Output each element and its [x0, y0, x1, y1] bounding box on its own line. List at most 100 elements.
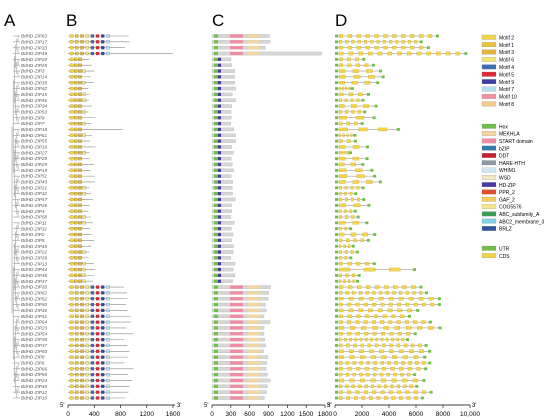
motif-block	[82, 121, 86, 126]
domain-mekhla	[248, 349, 259, 353]
cds-block	[355, 302, 360, 307]
cds-block	[366, 372, 370, 377]
utr-block	[335, 180, 338, 184]
motif-block	[85, 361, 89, 365]
motif-block	[95, 308, 100, 313]
motif-block	[106, 361, 110, 365]
cds-block	[427, 34, 433, 38]
motif-block	[95, 291, 100, 295]
motif-block	[69, 355, 74, 359]
gene-name: BdHD-ZIP14	[21, 74, 47, 79]
gene-name: BdHD-ZIP25	[21, 63, 47, 68]
motif-legend-swatch	[481, 86, 497, 92]
motif-block	[75, 396, 79, 400]
motif-block	[69, 232, 74, 237]
motif-block	[80, 390, 84, 394]
cds-block	[338, 250, 342, 254]
axis-b-tick-label: 1600	[166, 411, 181, 418]
motif-block	[101, 51, 105, 56]
domain-legend-label: MEKHLA	[499, 132, 520, 138]
cds-block	[350, 162, 357, 167]
domain-hdzip	[218, 63, 221, 67]
cds-block	[338, 267, 351, 272]
motif-block	[74, 279, 78, 283]
cds-block	[338, 92, 344, 97]
utr-block	[335, 221, 338, 225]
domain-start	[230, 367, 243, 371]
motif-block	[85, 332, 89, 336]
motif-block	[69, 98, 74, 102]
motif-block	[78, 244, 82, 248]
gene-name: BdHD-ZIP15	[21, 92, 47, 97]
utr-block	[354, 192, 358, 196]
gene-name: BdHD-ZIP32	[21, 191, 47, 196]
protein-backbone	[211, 203, 232, 208]
cds-block	[395, 40, 399, 44]
cds-block	[416, 367, 421, 371]
domain-hox	[214, 116, 218, 120]
utr-block	[335, 145, 338, 149]
cds-block	[365, 337, 368, 342]
cds-block	[388, 320, 393, 324]
motif-block	[80, 349, 84, 353]
utr-block	[437, 303, 441, 306]
cds-block	[401, 40, 405, 44]
panel-label-b: B	[66, 11, 77, 30]
gene-structure-panel	[335, 34, 468, 400]
motif-block	[69, 238, 74, 242]
cds-block	[338, 121, 343, 126]
domain-legend-label: ABC_subfamily_A	[499, 212, 540, 218]
domain-mekhla	[248, 332, 259, 336]
cds-block	[361, 396, 366, 400]
utr-block	[335, 227, 338, 231]
gene-name: BdHD-ZIP41	[21, 314, 47, 319]
gene-name: BdHD-ZIP56	[21, 372, 47, 377]
cds-block	[391, 378, 397, 383]
motif-block	[74, 203, 78, 207]
motif-block	[82, 133, 86, 137]
gene-name: BdHD-ZIP31	[21, 226, 47, 231]
gene-name: BdHD-ZIP52	[21, 296, 47, 301]
domain-start	[230, 343, 243, 348]
motif-block	[69, 127, 74, 132]
cds-block	[370, 355, 376, 359]
domain-start	[230, 355, 243, 359]
utr-block	[335, 192, 338, 196]
domain-legend-label: ABC2_membrane_3	[499, 219, 545, 225]
cds-block	[392, 291, 396, 295]
motif-block	[80, 384, 84, 388]
utr-block	[335, 326, 338, 330]
domain-hox	[214, 98, 218, 102]
cds-block	[436, 51, 441, 56]
domain-hox	[214, 302, 218, 307]
motif-block	[85, 34, 89, 38]
gene-name: BdHD-ZIP49	[21, 51, 47, 56]
utr-block	[335, 250, 338, 254]
domain-legend-label: Hox	[499, 124, 508, 130]
motif-block	[106, 355, 110, 359]
motif-block	[82, 81, 86, 85]
motif-block	[75, 302, 79, 307]
motif-block	[106, 34, 110, 38]
domain-hox	[214, 81, 218, 85]
cds-block	[382, 314, 387, 318]
motif-block	[75, 390, 79, 394]
cds-block	[390, 367, 395, 371]
utr-block	[363, 110, 367, 114]
motif-block	[85, 51, 89, 56]
protein-backbone	[211, 273, 236, 278]
domain-hdzip	[218, 86, 221, 91]
motif-block	[69, 285, 74, 289]
utr-block	[420, 396, 424, 400]
protein-backbone	[211, 168, 234, 172]
cds-block	[350, 98, 354, 102]
protein-backbone	[211, 51, 322, 56]
motif-block	[82, 110, 86, 114]
domain-start	[230, 308, 243, 313]
domain-mekhla	[248, 384, 259, 388]
motif-block	[82, 186, 86, 190]
motif-block	[75, 291, 79, 295]
motif-block	[69, 75, 74, 79]
cds-block	[392, 34, 397, 38]
motif-block	[90, 378, 95, 383]
